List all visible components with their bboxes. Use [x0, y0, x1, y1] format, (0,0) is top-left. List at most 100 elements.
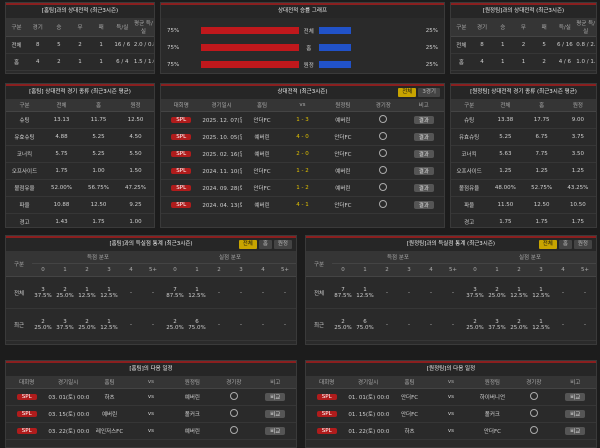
cell: 48.00% [487, 179, 524, 197]
table: 구분 전체 홈 원정 슈팅 13.38 17.75 9.00 유효슈팅 5.25 6.75 3.75 코… [451, 99, 596, 227]
column-header: 4 [120, 263, 142, 277]
header-row: 구분 전체 홈 원정 [6, 99, 154, 112]
note-button[interactable]: 비교 [265, 427, 286, 435]
cell: 9.25 [117, 196, 154, 214]
count: - [562, 321, 564, 328]
tab[interactable]: 전체 [538, 240, 557, 249]
column-header: 5+ [142, 263, 164, 277]
note-button[interactable]: 비교 [565, 427, 586, 435]
column-header: 승 [48, 18, 70, 37]
panel-header: [홈팀]과의 상대전적 (최근3시즌) [6, 3, 154, 18]
competition: SPL [16, 394, 37, 400]
row: 유효슈팅 5.25 6.75 3.75 [451, 128, 596, 146]
tabs: 전체 홈 원정 [538, 240, 592, 249]
table: 대회명 경기일시 홈팀 vs 원정팀 경기장 비고 SPL 01. 01(토) 00:00 안더F… [306, 376, 596, 440]
column-header: 구분 [6, 99, 43, 112]
date: 2024. 11. 10(일) [201, 162, 242, 180]
header-row: 구분 득점 분포 실점 분포 [306, 251, 596, 277]
table: 구분 전체 홈 원정 슈팅 13.13 11.75 12.50 유효슈팅 4.88 5.25 4.50… [6, 99, 154, 227]
row-name: 전체 [6, 276, 32, 309]
tab[interactable]: 홈 [558, 240, 572, 249]
panel-title: [원정팀]의 다음 일정 [426, 366, 476, 372]
note-button[interactable]: 결과 [413, 116, 434, 124]
count: 3 [41, 286, 45, 293]
cell: - [442, 308, 464, 341]
cell: 10.50 [559, 196, 596, 214]
tab[interactable]: 원정 [573, 240, 592, 249]
panel-title: [홈팀]의 다음 일정 [129, 366, 173, 372]
score: vs [430, 422, 472, 440]
tab[interactable]: 3경기 [418, 88, 440, 97]
column-header: 원정 [117, 99, 154, 112]
cell: 슈팅 [451, 111, 488, 129]
away-bar [318, 27, 352, 34]
percent: 12.5% [532, 324, 550, 331]
column-header: vs [130, 376, 172, 389]
cell: 0 [492, 70, 514, 73]
home-team: 안더FC [241, 111, 283, 129]
row: 경고 1.43 1.75 1.00 [6, 213, 154, 227]
home-team: 안더FC [388, 388, 431, 406]
cell: 2 [48, 53, 70, 71]
column-header: 1 [54, 263, 76, 277]
column-header: 경기일시 [201, 99, 242, 112]
count: - [152, 321, 154, 328]
note-button[interactable]: 결과 [413, 184, 434, 192]
column-header: 원정팀 [471, 376, 514, 389]
competition: SPL [171, 202, 192, 208]
percent: 25.0% [56, 292, 74, 299]
count: 3 [63, 318, 67, 325]
cell: 경고 [6, 213, 43, 227]
cell: 11.75 [80, 111, 117, 129]
percent: 25.0% [334, 324, 352, 331]
cell: 1 [90, 53, 112, 71]
count: - [452, 289, 454, 296]
tab[interactable]: 홈 [258, 240, 272, 249]
cell: 1 12.5% [354, 276, 376, 309]
panel-header: [원정팀]과의 상대전적 (최근3시즌) [451, 3, 596, 18]
note-button[interactable]: 비교 [565, 410, 586, 418]
note-button[interactable]: 결과 [413, 133, 434, 141]
note-button[interactable]: 결과 [413, 201, 434, 209]
percent: 75.0% [188, 324, 206, 331]
cell: 결과 [403, 111, 444, 129]
column-header: 패 [533, 18, 555, 37]
column-header: 경기 [471, 18, 493, 37]
bar-track [201, 61, 299, 68]
away-team: 예버린 [322, 162, 364, 180]
tab[interactable]: 원정 [273, 240, 292, 249]
column-header: 원정 [559, 99, 596, 112]
cell: 12.50 [117, 111, 154, 129]
count: - [262, 289, 264, 296]
bar-track [318, 27, 404, 34]
row: SPL 01. 01(토) 00:00 안더FC vs 하이버니언 비교 [306, 388, 596, 406]
count: 3 [473, 286, 477, 293]
cell: 1 12.5% [76, 276, 98, 309]
count: 7 [173, 286, 177, 293]
tab[interactable]: 전체 [398, 88, 417, 97]
away-team: 하이버니언 [471, 388, 514, 406]
column-header: 경기 [27, 18, 49, 37]
percent: 37.5% [466, 292, 484, 299]
note-button[interactable]: 비교 [265, 410, 286, 418]
note-button[interactable]: 비교 [565, 393, 586, 401]
note-button[interactable]: 결과 [413, 167, 434, 175]
note-button[interactable]: 결과 [413, 150, 434, 158]
cell [363, 196, 404, 214]
cell: SPL [306, 405, 348, 423]
row: SPL 01. 15(토) 00:00 안더FC vs 폴커크 비교 [306, 405, 596, 423]
competition: SPL [316, 394, 337, 400]
percent: 25.0% [166, 324, 184, 331]
column-header: 5+ [574, 263, 596, 277]
cell: 1 [513, 53, 534, 71]
count: - [240, 321, 242, 328]
cell: 2 [513, 36, 534, 54]
note-button[interactable]: 비교 [265, 393, 286, 401]
row: 파울 11.50 12.50 10.50 [451, 196, 596, 214]
date: 03. 22(토) 00:00 [47, 422, 89, 440]
tab[interactable]: 전체 [238, 240, 257, 249]
